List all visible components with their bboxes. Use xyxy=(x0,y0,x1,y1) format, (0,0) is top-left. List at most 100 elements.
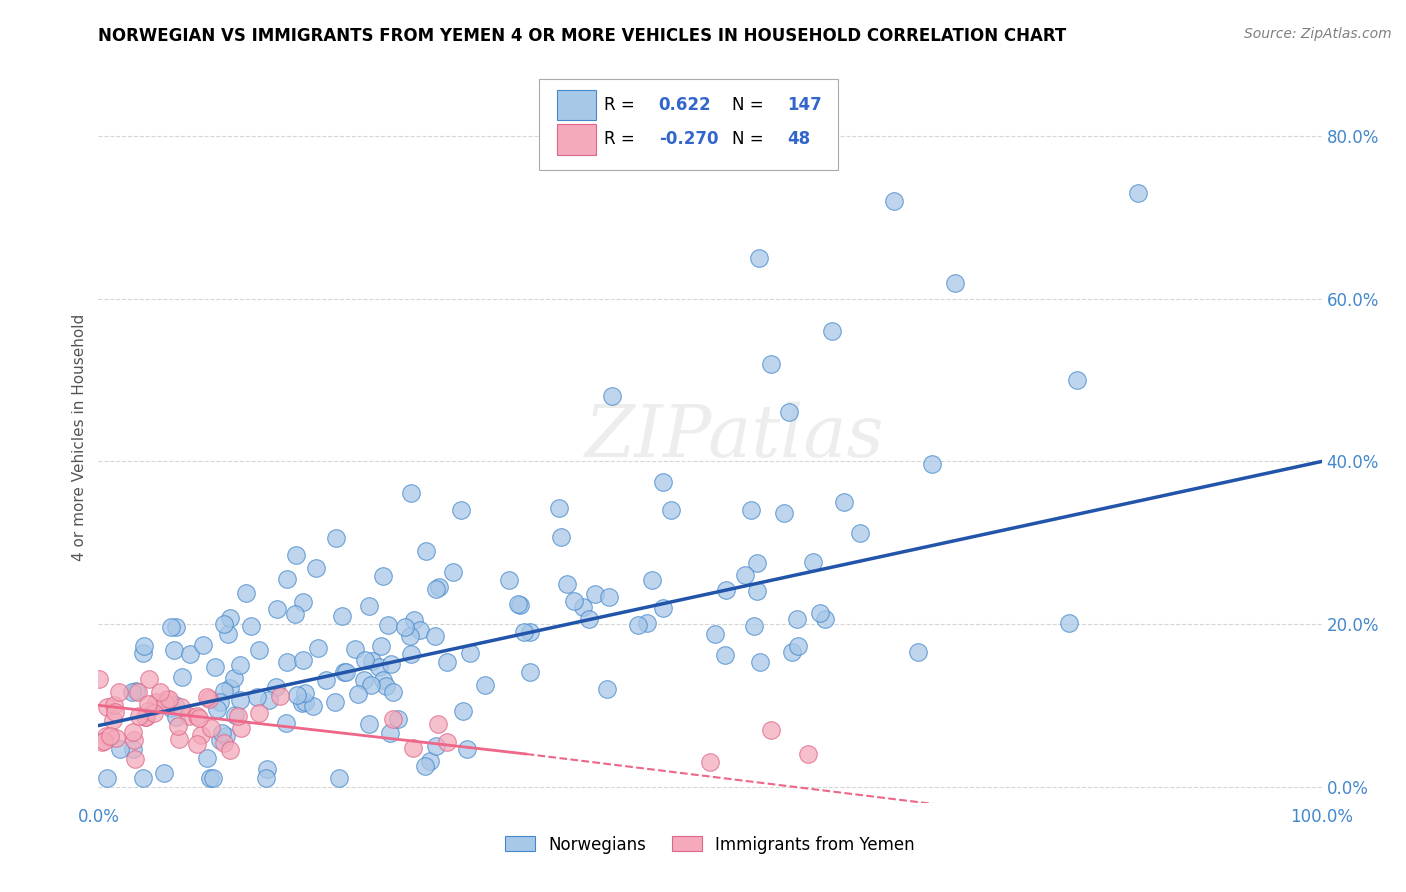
Point xyxy=(907,645,929,659)
Point xyxy=(748,252,770,266)
Point xyxy=(399,485,422,500)
Point xyxy=(699,755,721,769)
Point xyxy=(149,685,172,699)
Point xyxy=(734,567,756,582)
Point xyxy=(190,728,212,742)
Point xyxy=(451,704,474,718)
Point xyxy=(100,729,122,743)
Point xyxy=(413,758,436,772)
Point xyxy=(163,698,186,712)
Point xyxy=(550,530,572,544)
Point xyxy=(276,572,298,586)
Text: Source: ZipAtlas.com: Source: ZipAtlas.com xyxy=(1244,27,1392,41)
Point xyxy=(761,357,783,371)
Point xyxy=(745,584,768,599)
Point xyxy=(205,702,228,716)
Point xyxy=(276,655,298,669)
Point xyxy=(167,732,190,747)
Point xyxy=(212,616,235,631)
Point xyxy=(264,680,287,694)
Point xyxy=(294,686,316,700)
Point xyxy=(121,742,143,756)
Point xyxy=(200,721,222,735)
Point xyxy=(212,683,235,698)
Point xyxy=(143,706,166,720)
Point xyxy=(583,587,606,601)
Point xyxy=(415,543,437,558)
Point xyxy=(165,709,187,723)
Point xyxy=(325,531,347,545)
Point xyxy=(786,612,808,626)
Point xyxy=(441,565,464,579)
Point xyxy=(353,673,375,687)
Point xyxy=(134,710,156,724)
Point xyxy=(186,709,208,723)
Point xyxy=(294,695,316,709)
Point xyxy=(224,707,246,722)
Point xyxy=(177,709,200,723)
Point xyxy=(315,673,337,688)
Point xyxy=(849,526,872,541)
Point xyxy=(335,665,357,680)
Point xyxy=(498,573,520,587)
Point xyxy=(409,623,432,637)
Text: R =: R = xyxy=(603,130,640,148)
Point xyxy=(343,642,366,657)
Point xyxy=(519,625,541,640)
Point xyxy=(328,772,350,786)
Text: 147: 147 xyxy=(787,96,823,114)
Point xyxy=(578,611,600,625)
Point xyxy=(1057,615,1080,630)
Point xyxy=(761,723,783,737)
Point xyxy=(90,735,112,749)
Point xyxy=(229,721,252,735)
Point xyxy=(381,712,404,726)
Point xyxy=(387,712,409,726)
Text: N =: N = xyxy=(733,130,769,148)
Text: ZIPatlas: ZIPatlas xyxy=(585,401,884,473)
Point xyxy=(204,660,226,674)
Point xyxy=(401,648,423,662)
Point xyxy=(235,586,257,600)
Point xyxy=(104,705,127,719)
Text: N =: N = xyxy=(733,96,769,114)
Point xyxy=(105,731,128,746)
Point xyxy=(219,743,242,757)
Point xyxy=(943,276,966,290)
Point xyxy=(436,655,458,669)
Point xyxy=(652,475,675,489)
Point xyxy=(509,599,531,613)
Point xyxy=(380,657,402,671)
Point xyxy=(208,695,231,709)
Point xyxy=(136,705,159,719)
Point xyxy=(291,696,314,710)
Point xyxy=(247,643,270,657)
Point xyxy=(371,673,394,687)
Point xyxy=(211,725,233,739)
Point xyxy=(305,561,328,575)
Point xyxy=(229,657,252,672)
Point xyxy=(256,772,278,786)
FancyBboxPatch shape xyxy=(538,78,838,170)
Point xyxy=(165,620,187,634)
Point xyxy=(704,626,727,640)
Point xyxy=(121,724,143,739)
Point xyxy=(201,772,224,786)
Point xyxy=(96,730,118,744)
FancyBboxPatch shape xyxy=(557,124,596,154)
Point xyxy=(832,495,855,509)
Point xyxy=(125,683,148,698)
Point xyxy=(124,752,146,766)
Point xyxy=(425,582,447,597)
Point xyxy=(370,639,392,653)
Point xyxy=(163,643,186,657)
Point xyxy=(436,735,458,749)
Point xyxy=(814,612,837,626)
Point xyxy=(748,655,770,669)
Point xyxy=(378,726,401,740)
Text: -0.270: -0.270 xyxy=(658,130,718,148)
Point xyxy=(778,405,800,419)
Point xyxy=(456,742,478,756)
Point xyxy=(228,709,250,723)
Point xyxy=(218,681,240,695)
